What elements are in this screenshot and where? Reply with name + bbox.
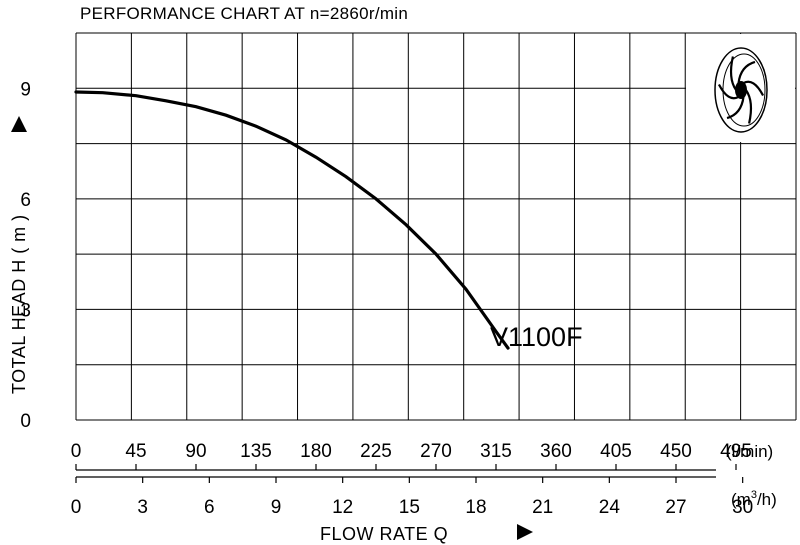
x-tick-label-m3h: 30 <box>732 497 753 518</box>
y-tick-label: 9 <box>20 79 31 100</box>
x-tick-label-m3h: 27 <box>665 497 686 518</box>
impeller-vane <box>729 56 737 91</box>
x-tick-label-lmin: 225 <box>360 441 392 462</box>
impeller-hub <box>735 81 747 99</box>
x-tick-label-lmin: 315 <box>480 441 512 462</box>
x-tick-label-lmin: 405 <box>600 441 632 462</box>
x-tick-label-m3h: 15 <box>399 497 420 518</box>
x-tick-label-m3h: 18 <box>465 497 486 518</box>
y-axis-label-group: TOTAL HEAD H ( m ) <box>9 116 29 394</box>
x-axis-lmin-unit: (l/min) <box>726 442 773 461</box>
x-axis-m3h: 0 3 6 9 12 15 18 21 24 27 30 <box>71 476 753 518</box>
x-tick-label-m3h: 6 <box>204 497 215 518</box>
x-tick-label-m3h: 21 <box>532 497 553 518</box>
y-tick-label: 3 <box>20 300 31 321</box>
x-tick-label-lmin: 270 <box>420 441 452 462</box>
impeller-vane <box>737 60 756 84</box>
series-label: V1100F <box>490 322 583 352</box>
x-axis-label: FLOW RATE Q <box>320 524 448 544</box>
series-line-v1100f <box>74 90 510 350</box>
x-axis-arrow-icon <box>517 524 533 540</box>
x-tick-label-m3h: 3 <box>137 497 148 518</box>
x-axis-lmin: 0 45 90 135 180 225 270 315 360 405 450 495 <box>71 441 752 471</box>
x-tick-label-lmin: 450 <box>660 441 692 462</box>
y-axis-arrow-icon <box>11 116 27 132</box>
chart-grid <box>75 32 797 421</box>
impeller-vane <box>742 80 765 96</box>
impeller-vane <box>717 84 740 100</box>
y-axis-label: TOTAL HEAD H ( m ) <box>9 214 29 394</box>
y-tick-label: 6 <box>20 190 31 211</box>
x-tick-label-lmin: 90 <box>185 441 206 462</box>
x-tick-label-lmin: 495 <box>720 441 752 462</box>
x-tick-label-m3h: 9 <box>271 497 282 518</box>
impeller-vane <box>726 96 745 120</box>
chart-title: PERFORMANCE CHART AT n=2860r/min <box>80 4 408 23</box>
x-tick-label-lmin: 45 <box>125 441 146 462</box>
x-tick-label-lmin: 0 <box>71 441 82 462</box>
impeller-icon <box>686 34 795 142</box>
x-tick-label-lmin: 180 <box>300 441 332 462</box>
x-axis-m3h-unit: (m3/h) <box>731 489 777 509</box>
impeller-rim <box>714 47 768 133</box>
x-tick-label-m3h: 0 <box>71 497 82 518</box>
x-tick-label-m3h: 12 <box>332 497 353 518</box>
y-tick-label: 0 <box>20 411 31 432</box>
x-tick-label-m3h: 24 <box>599 497 621 518</box>
x-tick-label-lmin: 360 <box>540 441 572 462</box>
y-axis-ticks: 0 3 6 9 <box>20 79 31 432</box>
x-tick-label-lmin: 135 <box>240 441 272 462</box>
impeller-vane <box>745 89 753 124</box>
